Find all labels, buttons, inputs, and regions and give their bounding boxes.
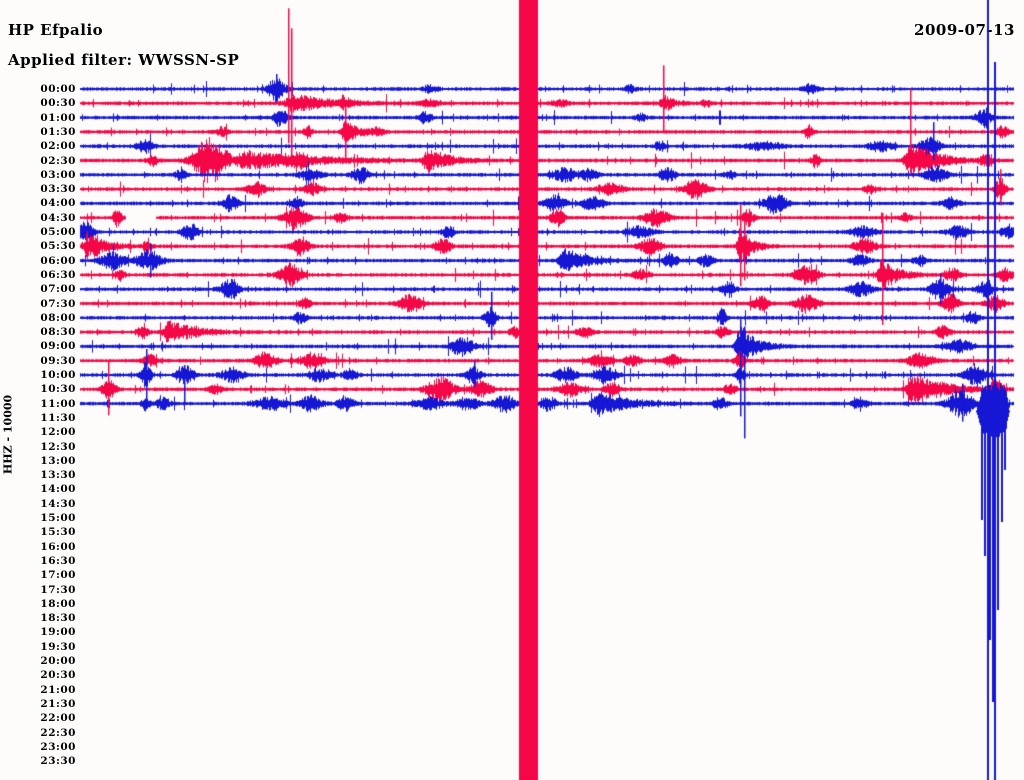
time-label: 04:30: [40, 211, 76, 224]
time-label: 05:00: [40, 226, 76, 238]
time-label: 23:00: [40, 740, 76, 753]
time-label: 22:00: [40, 712, 76, 725]
time-label: 21:00: [40, 683, 76, 696]
time-label: 03:30: [40, 183, 76, 196]
time-label: 08:30: [40, 326, 76, 339]
time-label: 02:00: [40, 140, 76, 153]
time-label: 12:00: [40, 426, 76, 439]
time-labels: 00:00 00:30 01:00 01:30 02:00 02:30 03:00 03:30…: [0, 0, 76, 780]
time-label: 01:30: [40, 125, 76, 138]
time-label: 01:00: [40, 111, 76, 124]
time-label: 13:30: [40, 469, 76, 482]
time-label: 11:30: [40, 411, 76, 424]
time-label: 20:00: [40, 655, 76, 667]
time-label: 04:00: [40, 197, 76, 210]
time-label: 00:00: [40, 83, 76, 95]
time-label: 19:00: [40, 626, 76, 639]
time-label: 09:30: [40, 354, 76, 367]
time-label: 03:00: [40, 168, 76, 181]
time-label: 18:00: [40, 597, 76, 610]
time-label: 17:30: [40, 583, 76, 596]
time-label: 06:30: [40, 268, 76, 281]
time-label: 09:00: [40, 340, 76, 353]
time-label: 10:30: [40, 383, 76, 396]
time-label: 16:00: [40, 540, 76, 553]
time-label: 08:00: [40, 311, 76, 324]
time-label: 18:30: [40, 612, 76, 625]
time-label: 05:30: [40, 240, 76, 253]
time-label: 14:30: [40, 497, 76, 510]
time-label: 06:00: [40, 254, 76, 267]
time-label: 02:30: [40, 154, 76, 167]
time-label: 10:00: [40, 369, 76, 381]
time-label: 12:30: [40, 440, 76, 453]
time-label: 00:30: [40, 97, 76, 110]
time-label: 17:00: [40, 569, 76, 582]
time-label: 14:00: [40, 483, 76, 496]
time-label: 11:00: [40, 397, 76, 410]
time-label: 15:30: [40, 526, 76, 539]
time-label: 20:30: [40, 669, 76, 682]
time-label: 21:30: [40, 697, 76, 710]
time-label: 16:30: [40, 554, 76, 567]
time-label: 19:30: [40, 640, 76, 653]
time-label: 22:30: [40, 726, 76, 739]
time-label: 23:30: [40, 755, 76, 768]
time-label: 15:00: [40, 512, 76, 524]
time-label: 07:30: [40, 297, 76, 310]
time-label: 13:00: [40, 454, 76, 467]
time-label: 07:00: [40, 283, 76, 296]
record-date: 2009-07-13: [914, 21, 1015, 39]
